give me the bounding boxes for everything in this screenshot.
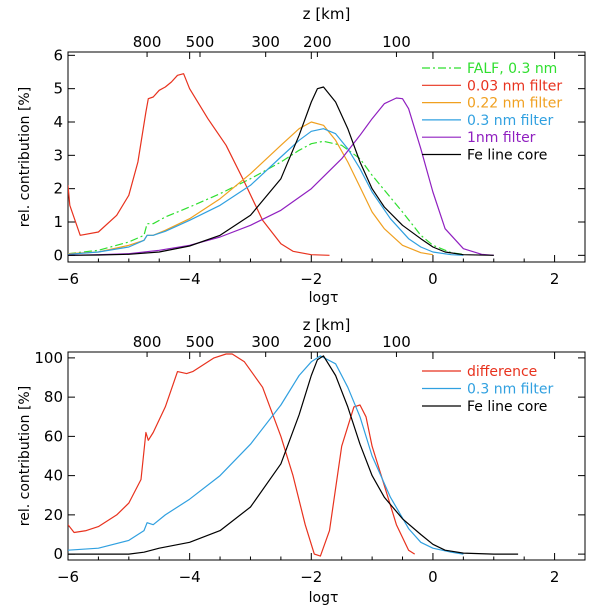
series-line-1nm-filter	[68, 97, 494, 256]
series-line-0-3-nm-filter	[68, 128, 464, 256]
series-group-0	[68, 73, 494, 256]
x-tick-label: −2	[300, 568, 322, 586]
series-line-difference	[68, 353, 416, 557]
series-line-0-3-nm-filter	[68, 355, 464, 555]
x-tick-label: −6	[57, 568, 79, 586]
top-tick-label: 100	[382, 333, 411, 351]
plot-frame-0	[67, 51, 586, 263]
y-tick-label: 100	[34, 349, 63, 367]
top-axis-title: z [km]	[303, 5, 351, 23]
top-tick-label: 300	[251, 33, 280, 51]
y-tick-label: 2	[53, 180, 63, 198]
top-tick-label: 200	[303, 33, 332, 51]
legend-label: 0.3 nm filter	[467, 382, 553, 398]
x-tick-label: 0	[428, 568, 438, 586]
x-tick-label: 2	[550, 568, 560, 586]
series-line-fe-line-core	[68, 355, 519, 555]
legend-label: FALF, 0.3 nm	[467, 61, 557, 77]
series-line-0-03-nm-filter	[68, 73, 330, 256]
y-tick-label: 60	[44, 427, 63, 445]
x-axis-label: logτ	[309, 590, 339, 606]
legend-label: Fe line core	[467, 148, 547, 164]
y-tick-label: 20	[44, 506, 63, 524]
legend-label: 1nm filter	[467, 130, 536, 146]
legend-label: 0.3 nm filter	[467, 113, 553, 129]
y-tick-label: 40	[44, 467, 63, 485]
y-tick-label: 80	[44, 388, 63, 406]
legend-label: difference	[467, 364, 537, 380]
top-axis-title: z [km]	[303, 316, 351, 334]
x-tick-label: −4	[179, 270, 201, 288]
y-tick-label: 0	[53, 246, 63, 264]
top-tick-label: 300	[251, 333, 280, 351]
y-tick-label: 1	[53, 213, 63, 231]
series-line-fe-line-core	[68, 86, 494, 256]
series-line-0-22-nm-filter	[68, 121, 433, 256]
top-tick-label: 800	[133, 333, 162, 351]
y-axis-label: rel. contribution [%]	[17, 87, 33, 227]
legend-label: 0.03 nm filter	[467, 78, 562, 94]
x-axis-label: logτ	[309, 290, 339, 306]
y-tick-label: 5	[53, 80, 63, 98]
y-tick-label: 6	[53, 46, 63, 64]
x-tick-label: −2	[300, 270, 322, 288]
top-tick-label: 100	[382, 33, 411, 51]
plot-frame-1	[67, 351, 586, 561]
legend-label: Fe line core	[467, 399, 547, 415]
y-tick-label: 4	[53, 113, 63, 131]
y-axis-label: rel. contribution [%]	[17, 386, 33, 526]
y-tick-label: 3	[53, 146, 63, 164]
top-tick-label: 200	[303, 333, 332, 351]
top-tick-label: 500	[186, 333, 215, 351]
legend-label: 0.22 nm filter	[467, 96, 562, 112]
x-tick-label: −6	[57, 270, 79, 288]
y-tick-label: 0	[53, 545, 63, 563]
x-tick-label: 0	[428, 270, 438, 288]
series-line-falf-0-3-nm	[68, 140, 464, 255]
series-group-1	[68, 353, 519, 557]
x-tick-label: −4	[179, 568, 201, 586]
x-tick-label: 2	[550, 270, 560, 288]
top-tick-label: 800	[133, 33, 162, 51]
top-tick-label: 500	[186, 33, 215, 51]
